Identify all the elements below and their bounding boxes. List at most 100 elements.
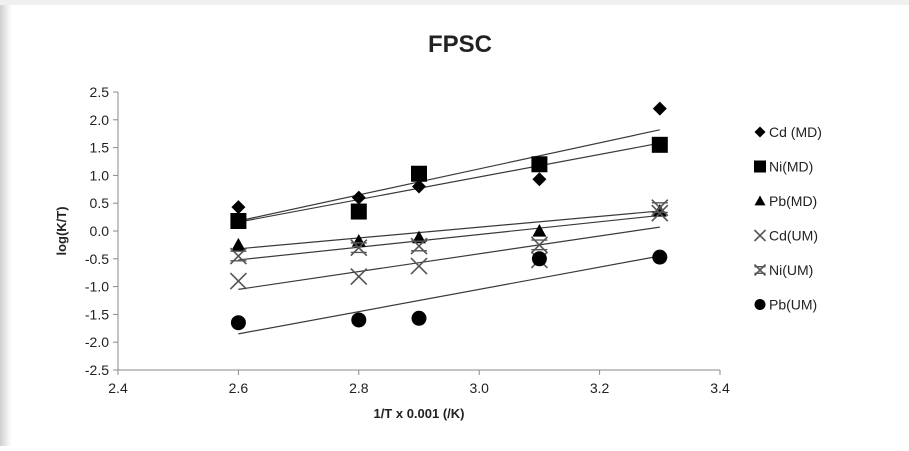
diamond-shape — [351, 190, 366, 205]
point-series-4 — [651, 199, 669, 217]
point-series-3 — [410, 257, 428, 275]
top-frame-edge — [0, 0, 909, 5]
circle-shape — [351, 312, 367, 328]
point-series-5 — [652, 249, 668, 265]
trendline-series-0 — [238, 129, 660, 222]
square-shape — [230, 212, 247, 229]
point-series-5 — [531, 251, 547, 267]
point-series-2 — [412, 230, 426, 244]
legend-entry-3: Cd(UM) — [753, 228, 818, 244]
trendline-series-5 — [238, 255, 660, 335]
legend-marker — [753, 229, 767, 242]
triangle-shape — [754, 195, 766, 206]
point-series-4 — [410, 237, 428, 255]
diamond-shape — [652, 101, 667, 116]
x-axis-title: 1/T x 0.001 (/K) — [373, 406, 464, 421]
point-series-1 — [411, 165, 427, 182]
diamond-shape — [754, 126, 766, 138]
point-series-0 — [652, 101, 667, 116]
point-series-2 — [231, 237, 246, 251]
point-series-1 — [230, 212, 247, 229]
square-shape — [411, 165, 427, 182]
legend-entry-0: Cd (MD) — [754, 124, 822, 140]
legend-entry-4: Ni(UM) — [753, 262, 813, 278]
x-stroke — [753, 229, 767, 242]
y-tick-label: 1.5 — [90, 140, 110, 156]
point-series-5 — [411, 310, 427, 326]
chart-title: FPSC — [428, 31, 492, 58]
point-series-3 — [651, 204, 669, 222]
y-tick-label: -0.5 — [85, 251, 109, 267]
legend-marker — [754, 160, 766, 173]
legend-marker — [753, 263, 767, 277]
point-series-4 — [350, 239, 368, 257]
legend-label: Pb(UM) — [769, 297, 817, 313]
y-tick-label: -1.0 — [85, 279, 109, 295]
legend-entry-1: Ni(MD) — [754, 159, 813, 175]
point-series-5 — [230, 315, 246, 331]
diamond-shape — [532, 172, 547, 187]
point-series-0 — [231, 200, 246, 215]
x-stroke — [350, 268, 368, 286]
legend-marker — [754, 126, 766, 138]
triangle-shape — [412, 230, 426, 244]
point-series-2 — [351, 234, 366, 247]
y-axis-title: log(K/T) — [54, 206, 69, 255]
y-tick-label: 2.5 — [90, 84, 110, 100]
triangle-shape — [231, 237, 246, 251]
point-series-1 — [350, 203, 367, 220]
triangle-shape — [532, 224, 547, 237]
legend-marker — [754, 299, 766, 310]
point-series-0 — [532, 172, 547, 187]
point-series-2 — [532, 224, 547, 237]
x-stroke — [410, 257, 428, 275]
y-tick-label: 0.0 — [90, 223, 110, 239]
square-shape — [754, 160, 766, 173]
x-stroke — [229, 272, 247, 290]
legend-entry-2: Pb(MD) — [754, 193, 817, 209]
legend-label: Pb(MD) — [769, 193, 817, 209]
y-tick-label: 2.0 — [90, 112, 110, 128]
point-series-0 — [412, 179, 426, 194]
diamond-shape — [412, 179, 426, 194]
triangle-shape — [652, 203, 667, 217]
y-tick-label: -1.5 — [85, 306, 109, 322]
x-tick-label: 3.0 — [469, 380, 489, 396]
y-tick-label: 0.5 — [90, 195, 110, 211]
point-series-1 — [531, 156, 548, 173]
y-tick-label: -2.5 — [85, 362, 109, 378]
point-series-5 — [351, 312, 367, 328]
trendline-series-2 — [238, 210, 660, 250]
point-series-3 — [229, 272, 247, 290]
trendline-series-4 — [238, 214, 660, 261]
point-series-1 — [651, 136, 668, 153]
y-tick-label: -2.0 — [85, 334, 109, 350]
square-shape — [531, 156, 548, 173]
left-frame-edge — [0, 0, 12, 446]
circle-shape — [531, 251, 547, 267]
circle-shape — [754, 299, 766, 310]
trendline-series-3 — [238, 226, 660, 290]
diamond-shape — [231, 200, 246, 215]
point-series-4 — [530, 236, 548, 254]
x-tick-label: 3.4 — [710, 380, 730, 396]
circle-shape — [652, 249, 668, 265]
point-series-4 — [229, 247, 247, 265]
point-series-0 — [351, 190, 366, 205]
legend-label: Cd (MD) — [769, 124, 822, 140]
x-tick-label: 3.2 — [590, 380, 610, 396]
square-shape — [350, 203, 367, 220]
legend-marker — [754, 195, 766, 206]
square-shape — [651, 136, 668, 153]
point-series-3 — [350, 268, 368, 286]
x-tick-label: 2.6 — [229, 380, 249, 396]
legend-label: Cd(UM) — [769, 228, 818, 244]
legend-label: Ni(UM) — [769, 262, 813, 278]
legend-label: Ni(MD) — [769, 159, 813, 175]
x-stroke — [651, 204, 669, 222]
x-tick-label: 2.4 — [108, 380, 128, 396]
circle-shape — [230, 315, 246, 331]
triangle-shape — [351, 234, 366, 247]
